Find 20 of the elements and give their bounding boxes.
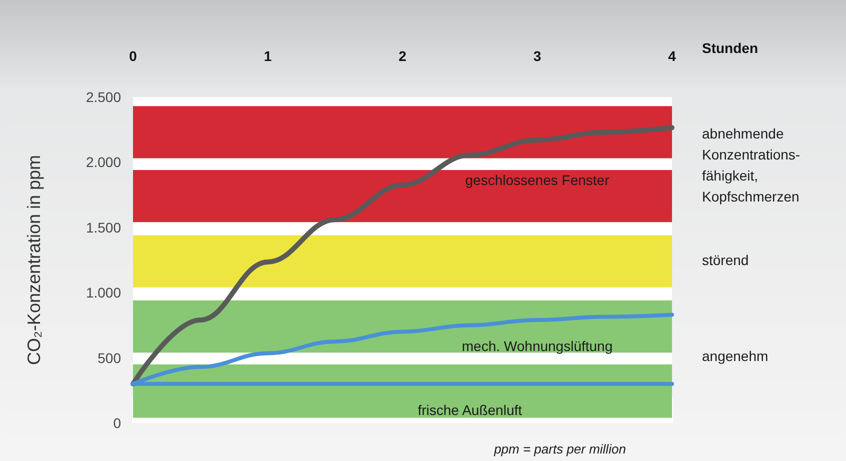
text: störend <box>702 252 749 268</box>
text: ppm = parts per million <box>493 442 626 456</box>
series-label: mech. Wohnungslüftung <box>462 338 613 354</box>
y-tick-label: 2.500 <box>86 89 122 105</box>
series-label: frische Außenluft <box>418 402 522 418</box>
x-tick-label: 1 <box>264 48 272 64</box>
text: angenehm <box>702 348 768 364</box>
x-tick-label: 2 <box>398 48 407 64</box>
y-tick-label: 0 <box>113 415 122 431</box>
y-tick-label: 1.500 <box>86 219 122 236</box>
x-axis-title: Stunden <box>702 40 758 56</box>
x-tick-label: 0 <box>129 48 138 64</box>
y-axis-title: CO₂-Konzentration in ppm <box>24 154 44 366</box>
series-label: geschlossenes Fenster <box>465 172 610 188</box>
y-tick-label: 2.000 <box>86 154 122 170</box>
y-tick-label: 1.000 <box>86 284 122 301</box>
y-tick-label: 500 <box>98 350 122 366</box>
x-tick-label: 3 <box>533 48 542 64</box>
text: abnehmende Konzentrations- fähigkeit, Kopfschmerzen <box>702 126 800 204</box>
x-tick-label: 4 <box>668 48 676 64</box>
